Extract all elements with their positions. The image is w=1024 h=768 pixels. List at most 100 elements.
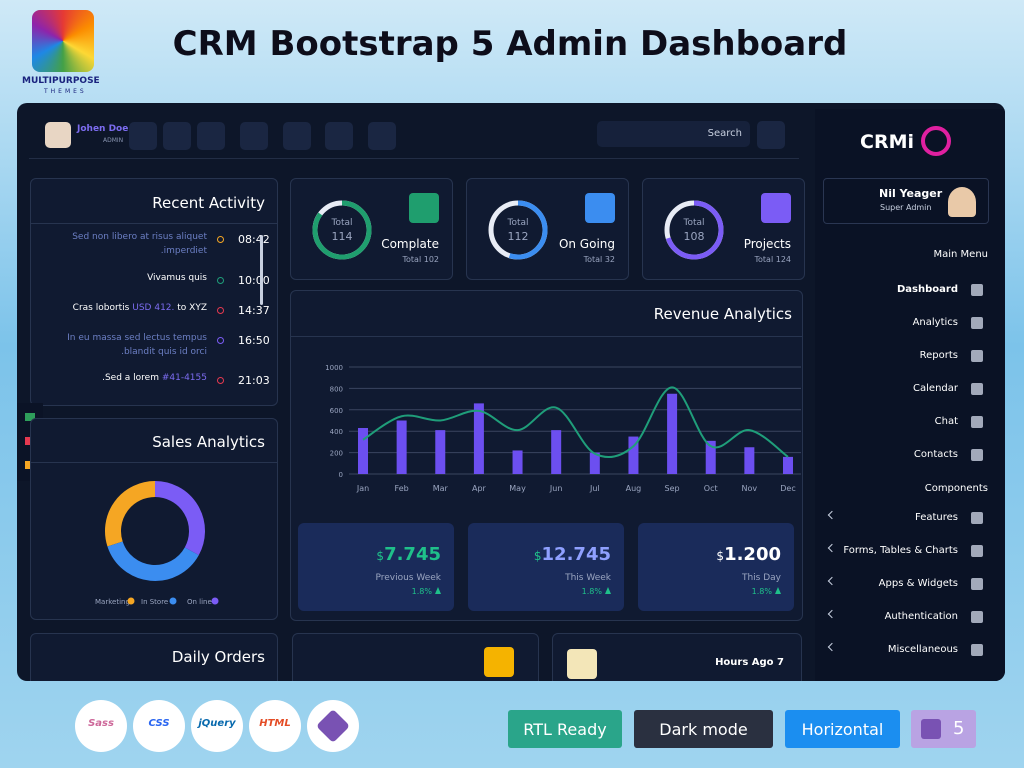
menu-item[interactable]: Apps & Widgets	[815, 573, 1005, 597]
activity-text: .imperdiet	[160, 246, 207, 256]
summary-label: This Day	[741, 573, 781, 583]
bar	[435, 430, 446, 474]
menu-icon	[971, 350, 983, 362]
menu-icon	[971, 512, 983, 524]
badge-label: 5	[953, 718, 965, 739]
progress-ring: Total 114	[312, 200, 372, 260]
x-tick-label: Jun	[549, 484, 563, 493]
badge: RTL Ready	[508, 710, 622, 748]
menu-item[interactable]: Dashboard	[815, 279, 1005, 303]
activity-time: 14:37	[238, 304, 270, 317]
amount-value: 12.745	[541, 544, 611, 565]
card-divider	[291, 336, 802, 337]
menu-item[interactable]: Authentication	[815, 606, 1005, 630]
text: In eu massa sed lectus tempus	[67, 333, 207, 343]
donut-chart: Marketing In Store On line	[95, 481, 219, 606]
menu-icon	[971, 545, 983, 557]
topbar-divider	[29, 158, 799, 159]
card-divider	[31, 223, 277, 224]
stat-subtitle: Total 102	[402, 255, 440, 264]
summary-label: Previous Week	[375, 573, 441, 583]
ring-value: 112	[508, 230, 529, 243]
menu-item[interactable]: Contacts	[815, 444, 1005, 468]
summary-card: $1.200 This Day 1.8%	[638, 523, 794, 611]
menu-item[interactable]: Features	[815, 507, 1005, 531]
activity-time: 16:50	[238, 334, 270, 347]
menu-label: Chat	[934, 416, 958, 427]
menu-section: Main Menu	[933, 249, 988, 260]
search-box[interactable]: Search	[597, 121, 750, 147]
x-tick-label: Jan	[356, 484, 369, 493]
link[interactable]: USD 412.	[132, 303, 175, 313]
menu-item[interactable]: Forms, Tables & Charts	[815, 540, 1005, 564]
menu-label: Contacts	[913, 449, 958, 460]
chat-button[interactable]	[197, 122, 225, 150]
stat-title: On Going	[558, 237, 615, 251]
notice-icon	[567, 649, 597, 679]
grid-button[interactable]	[325, 122, 353, 150]
summary-change: 1.8%	[581, 587, 602, 596]
badge-label: Dark mode	[659, 720, 748, 739]
menu-button[interactable]	[757, 121, 785, 149]
y-tick-label: 1000	[325, 364, 343, 372]
link[interactable]: #41-4155	[161, 373, 207, 383]
notice-card: Hours Ago 7	[552, 633, 802, 681]
menu-item[interactable]: Miscellaneous	[815, 639, 1005, 663]
activity-dot	[217, 307, 224, 314]
progress-ring: Total 108	[664, 200, 724, 260]
menu-item[interactable]: Chat	[815, 411, 1005, 435]
ring-value: 114	[332, 230, 353, 243]
activity-time: 08:42	[238, 233, 270, 246]
menu-icon	[971, 383, 983, 395]
bar	[551, 430, 562, 474]
chevron	[827, 642, 837, 652]
activity-dot	[217, 377, 224, 384]
text: Sed non libero at risus aliquet	[72, 232, 207, 242]
badge: Dark mode	[634, 710, 773, 748]
dashboard: Johen Doe ADMIN Search Recent Activity S…	[17, 103, 1005, 681]
notifications-button[interactable]	[368, 122, 396, 150]
sidebar: CRMi Nil Yeager Super Admin Main Menu Das…	[815, 109, 1005, 681]
card-title: Revenue Analytics	[653, 305, 792, 323]
progress-ring: Total 112	[488, 200, 548, 260]
tool-icon[interactable]	[25, 413, 35, 421]
search-placeholder: Search	[707, 128, 742, 139]
bootstrap-icon	[316, 709, 350, 743]
brand-icon	[921, 126, 951, 156]
menu-label: Reports	[919, 350, 958, 361]
tech-logo-label: jQuery	[198, 718, 236, 729]
y-tick-label: 800	[330, 385, 343, 393]
menu-item[interactable]: Calendar	[815, 378, 1005, 402]
menu-item[interactable]: Analytics	[815, 312, 1005, 336]
menu-icon	[971, 578, 983, 590]
bar	[473, 403, 484, 474]
activity-time: 21:03	[238, 374, 270, 387]
fullscreen-button[interactable]	[129, 122, 157, 150]
x-tick-label: Nov	[742, 484, 758, 493]
ring-progress	[488, 200, 548, 260]
menu-item[interactable]: Reports	[815, 345, 1005, 369]
page-title: CRM Bootstrap 5 Admin Dashboard	[172, 24, 848, 64]
menu-icon	[971, 611, 983, 623]
x-tick-label: Jul	[589, 484, 600, 493]
tech-logo-label: HTML	[259, 718, 291, 729]
legend-label: Marketing	[95, 598, 130, 606]
activity-text: .Sed a lorem #41-4155	[102, 373, 207, 383]
menu-icon	[971, 284, 983, 296]
sidebar-user[interactable]: Nil Yeager Super Admin	[823, 178, 989, 224]
amount-value: 1.200	[724, 544, 781, 565]
chevron	[827, 576, 837, 586]
cart-button[interactable]	[240, 122, 268, 150]
activity-text: Cras lobortis USD 412. to XYZ	[73, 303, 207, 313]
user-role: ADMIN	[103, 137, 124, 144]
files-button[interactable]	[283, 122, 311, 150]
info-card	[292, 633, 539, 681]
tech-logo-label: Sass	[88, 718, 114, 729]
stat-card: Total 108 Projects Total 124	[642, 178, 805, 280]
language-button[interactable]	[163, 122, 191, 150]
x-tick-label: Mar	[433, 484, 449, 493]
bootstrap-icon	[921, 719, 941, 739]
menu-label: Miscellaneous	[887, 644, 958, 655]
brand: CRMi	[860, 131, 914, 153]
